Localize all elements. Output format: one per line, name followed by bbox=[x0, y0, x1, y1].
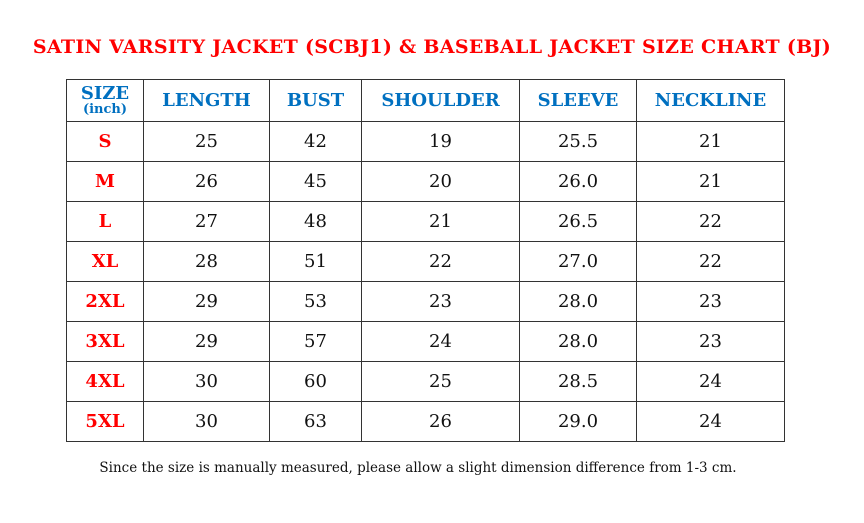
cell-size: L bbox=[66, 201, 144, 242]
cell-neckline: 21 bbox=[636, 121, 785, 162]
cell-size: M bbox=[66, 161, 144, 202]
cell-neckline: 24 bbox=[636, 361, 785, 402]
cell-neckline: 22 bbox=[636, 201, 785, 242]
table-row: 5XL 30 63 26 29.0 24 bbox=[66, 401, 785, 442]
table-row: XL 28 51 22 27.0 22 bbox=[66, 241, 785, 282]
cell-size: 2XL bbox=[66, 281, 144, 322]
cell-sleeve: 26.5 bbox=[519, 201, 637, 242]
cell-bust: 42 bbox=[269, 121, 362, 162]
header-length: LENGTH bbox=[143, 79, 270, 122]
cell-shoulder: 25 bbox=[361, 361, 520, 402]
cell-length: 30 bbox=[143, 401, 270, 442]
cell-sleeve: 28.0 bbox=[519, 281, 637, 322]
cell-length: 25 bbox=[143, 121, 270, 162]
header-bust: BUST bbox=[269, 79, 362, 122]
cell-length: 29 bbox=[143, 321, 270, 362]
cell-length: 26 bbox=[143, 161, 270, 202]
cell-shoulder: 19 bbox=[361, 121, 520, 162]
header-row: SIZE (inch) LENGTH BUST SHOULDER SLEEVE N… bbox=[66, 79, 785, 122]
cell-shoulder: 23 bbox=[361, 281, 520, 322]
cell-length: 29 bbox=[143, 281, 270, 322]
cell-shoulder: 26 bbox=[361, 401, 520, 442]
cell-bust: 63 bbox=[269, 401, 362, 442]
cell-sleeve: 29.0 bbox=[519, 401, 637, 442]
cell-bust: 45 bbox=[269, 161, 362, 202]
unit-label: (inch) bbox=[82, 102, 128, 117]
chart-title: SATIN VARSITY JACKET (SCBJ1) & BASEBALL … bbox=[32, 36, 832, 58]
size-label: SIZE bbox=[80, 83, 130, 104]
cell-shoulder: 20 bbox=[361, 161, 520, 202]
cell-bust: 48 bbox=[269, 201, 362, 242]
cell-size: 4XL bbox=[66, 361, 144, 402]
header-neckline: NECKLINE bbox=[636, 79, 785, 122]
cell-length: 30 bbox=[143, 361, 270, 402]
cell-bust: 53 bbox=[269, 281, 362, 322]
cell-shoulder: 24 bbox=[361, 321, 520, 362]
cell-size: S bbox=[66, 121, 144, 162]
header-sleeve: SLEEVE bbox=[519, 79, 637, 122]
cell-length: 27 bbox=[143, 201, 270, 242]
table-row: M 26 45 20 26.0 21 bbox=[66, 161, 785, 202]
table-row: L 27 48 21 26.5 22 bbox=[66, 201, 785, 242]
measurement-note: Since the size is manually measured, ple… bbox=[99, 460, 737, 476]
cell-sleeve: 27.0 bbox=[519, 241, 637, 282]
cell-neckline: 23 bbox=[636, 321, 785, 362]
table-row: 4XL 30 60 25 28.5 24 bbox=[66, 361, 785, 402]
cell-sleeve: 26.0 bbox=[519, 161, 637, 202]
cell-length: 28 bbox=[143, 241, 270, 282]
table-row: S 25 42 19 25.5 21 bbox=[66, 121, 785, 162]
cell-sleeve: 25.5 bbox=[519, 121, 637, 162]
cell-bust: 57 bbox=[269, 321, 362, 362]
cell-sleeve: 28.0 bbox=[519, 321, 637, 362]
cell-sleeve: 28.5 bbox=[519, 361, 637, 402]
cell-neckline: 24 bbox=[636, 401, 785, 442]
cell-shoulder: 22 bbox=[361, 241, 520, 282]
cell-size: XL bbox=[66, 241, 144, 282]
table-row: 3XL 29 57 24 28.0 23 bbox=[66, 321, 785, 362]
cell-size: 3XL bbox=[66, 321, 144, 362]
cell-neckline: 23 bbox=[636, 281, 785, 322]
header-size: SIZE (inch) bbox=[66, 79, 144, 122]
cell-neckline: 21 bbox=[636, 161, 785, 202]
cell-bust: 60 bbox=[269, 361, 362, 402]
size-chart-table: SIZE (inch) LENGTH BUST SHOULDER SLEEVE N… bbox=[66, 79, 785, 442]
cell-neckline: 22 bbox=[636, 241, 785, 282]
cell-shoulder: 21 bbox=[361, 201, 520, 242]
header-shoulder: SHOULDER bbox=[361, 79, 520, 122]
cell-size: 5XL bbox=[66, 401, 144, 442]
table-row: 2XL 29 53 23 28.0 23 bbox=[66, 281, 785, 322]
cell-bust: 51 bbox=[269, 241, 362, 282]
